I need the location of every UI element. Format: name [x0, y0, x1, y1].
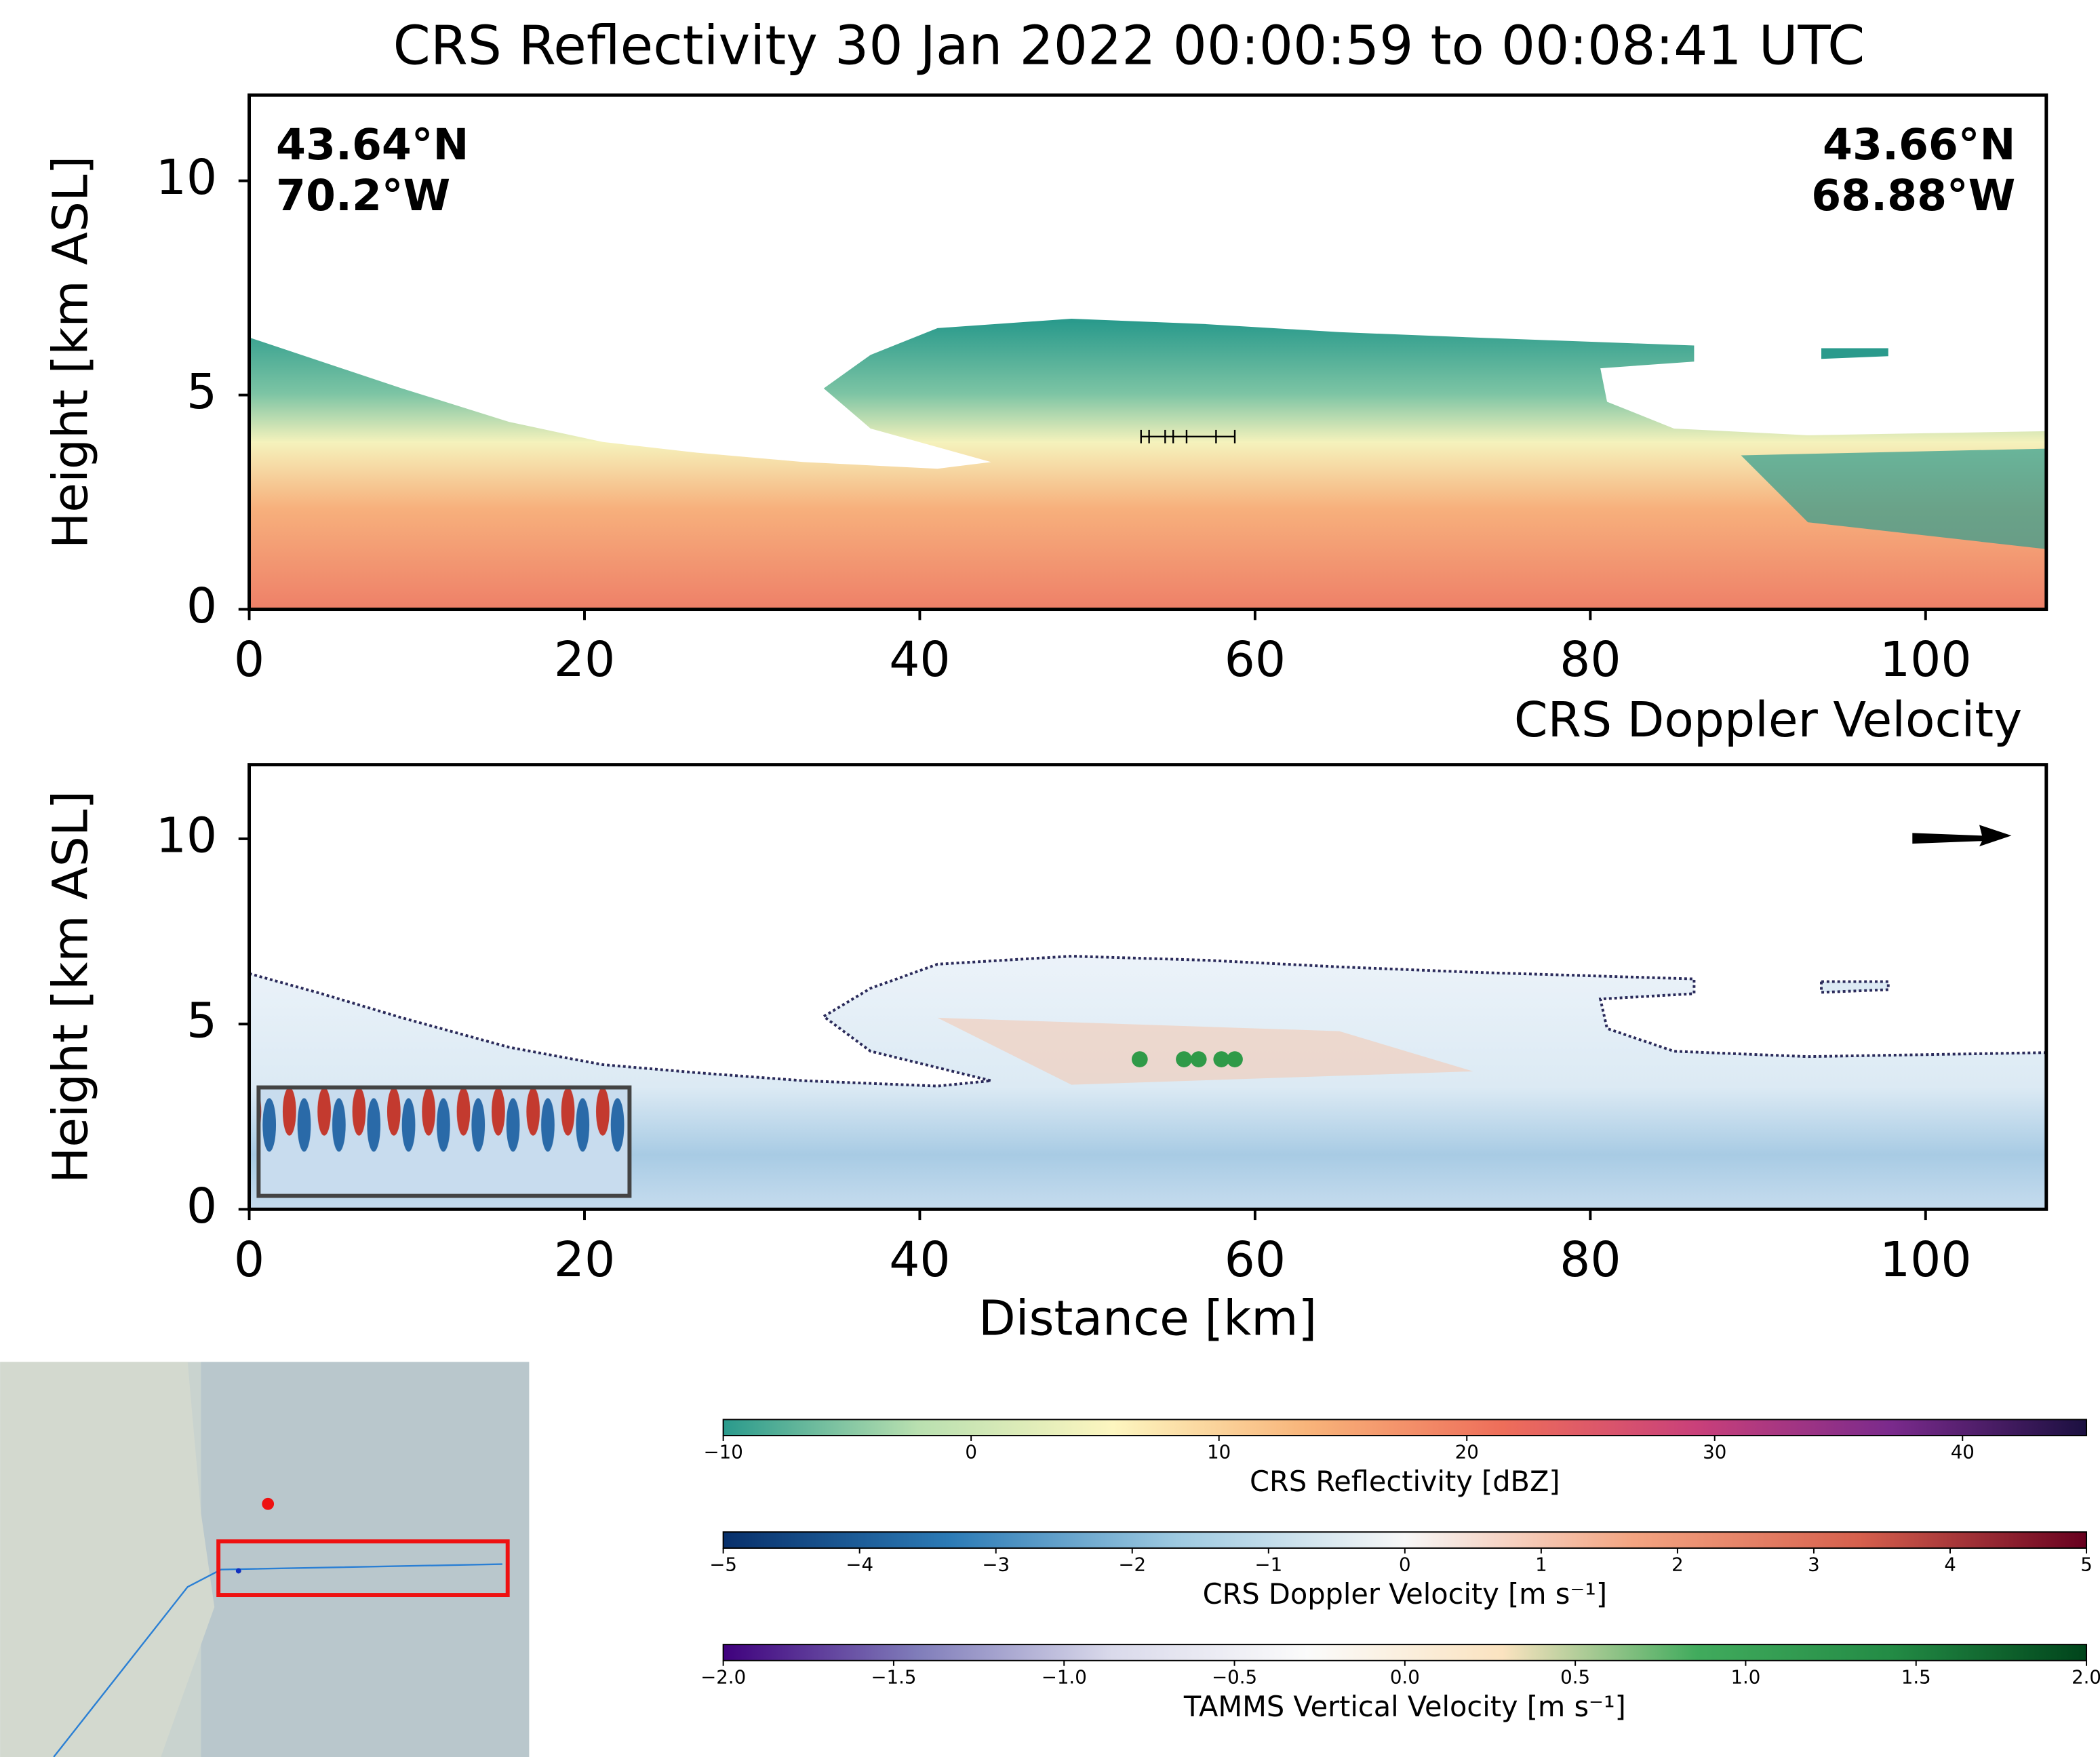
x-axis-label: Distance [km]: [978, 1290, 1317, 1347]
colorbar-tick-label: −1: [1254, 1554, 1282, 1576]
colorbar-tick-label: 20: [1455, 1441, 1479, 1463]
colorbar-tick-label: −3: [982, 1554, 1010, 1576]
x-tick-label: 80: [1560, 1231, 1621, 1288]
annotation: 68.88°W: [1811, 170, 2015, 220]
map-inset: [0, 1362, 530, 1757]
colorbar-label: CRS Doppler Velocity [m s⁻¹]: [1203, 1578, 1607, 1611]
annotation: 70.2°W: [276, 170, 450, 220]
y-tick-label: 0: [186, 578, 217, 634]
x-tick-label: 20: [554, 631, 615, 688]
colorbar-tick-label: 2: [1671, 1554, 1684, 1576]
x-tick-label: 80: [1560, 631, 1621, 688]
x-tick-label: 100: [1880, 631, 1972, 688]
colorbar-tick-label: 0.5: [1560, 1665, 1590, 1688]
colorbar-tick-label: 0: [965, 1441, 977, 1463]
colorbar-tick-label: −0.5: [1212, 1665, 1257, 1688]
colorbar-tick-label: −1.5: [871, 1665, 916, 1688]
colorbar-label: CRS Reflectivity [dBZ]: [1250, 1465, 1560, 1498]
colorbar-tick-label: −2.0: [700, 1665, 746, 1688]
x-tick-label: 40: [889, 631, 950, 688]
colorbar-tick-label: −10: [703, 1441, 742, 1463]
y-axis-label: Height [km ASL]: [42, 156, 98, 549]
reflectivity-curtain: [249, 319, 2046, 610]
x-tick-label: 60: [1225, 1231, 1286, 1288]
x-tick-label: 0: [234, 631, 264, 688]
colorbar: [722, 1531, 2088, 1549]
colorbar-tick-label: 1: [1535, 1554, 1547, 1576]
colorbar-tick-label: 1.0: [1730, 1665, 1760, 1688]
x-tick-label: 40: [889, 1231, 950, 1288]
colorbar-tick-label: −2: [1118, 1554, 1146, 1576]
plot-frame: [247, 93, 2048, 612]
colorbar-tick-label: 10: [1207, 1441, 1231, 1463]
colorbar-tick-label: 0.0: [1390, 1665, 1420, 1688]
annotation: 43.66°N: [1823, 119, 2015, 170]
x-tick-label: 60: [1225, 631, 1286, 688]
colorbar-tick-label: 40: [1951, 1441, 1975, 1463]
y-tick-label: 5: [186, 993, 217, 1049]
colorbar-tick-label: 0: [1399, 1554, 1411, 1576]
y-tick-label: 0: [186, 1178, 217, 1234]
colorbar-tick-label: 30: [1703, 1441, 1726, 1463]
colorbar-tick-label: 4: [1944, 1554, 1956, 1576]
colorbar-tick-label: 1.5: [1901, 1665, 1931, 1688]
colorbar: [722, 1419, 2088, 1437]
colorbar-label: TAMMS Vertical Velocity [m s⁻¹]: [1183, 1691, 1626, 1723]
y-tick-label: 5: [186, 363, 217, 420]
annotation: 43.64°N: [276, 119, 469, 170]
y-tick-label: 10: [156, 149, 217, 205]
x-tick-label: 20: [554, 1231, 615, 1288]
plot-frame: [247, 763, 2048, 1211]
y-axis-label: Height [km ASL]: [42, 791, 98, 1183]
x-tick-label: 0: [234, 1231, 264, 1288]
colorbar-tick-label: −5: [709, 1554, 737, 1576]
colorbar-tick-label: 2.0: [2072, 1665, 2100, 1688]
doppler-curtain: [247, 825, 2048, 1211]
colorbar-tick-label: −1.0: [1042, 1665, 1087, 1688]
panel-title: CRS Doppler Velocity: [1514, 692, 2022, 748]
x-tick-label: 100: [1880, 1231, 1972, 1288]
chart-title: CRS Reflectivity 30 Jan 2022 00:00:59 to…: [393, 15, 1865, 77]
colorbar-tick-label: 3: [1808, 1554, 1820, 1576]
colorbar: [722, 1644, 2088, 1661]
y-tick-label: 10: [156, 807, 217, 863]
colorbar-tick-label: 5: [2080, 1554, 2093, 1576]
colorbar-tick-label: −4: [846, 1554, 873, 1576]
